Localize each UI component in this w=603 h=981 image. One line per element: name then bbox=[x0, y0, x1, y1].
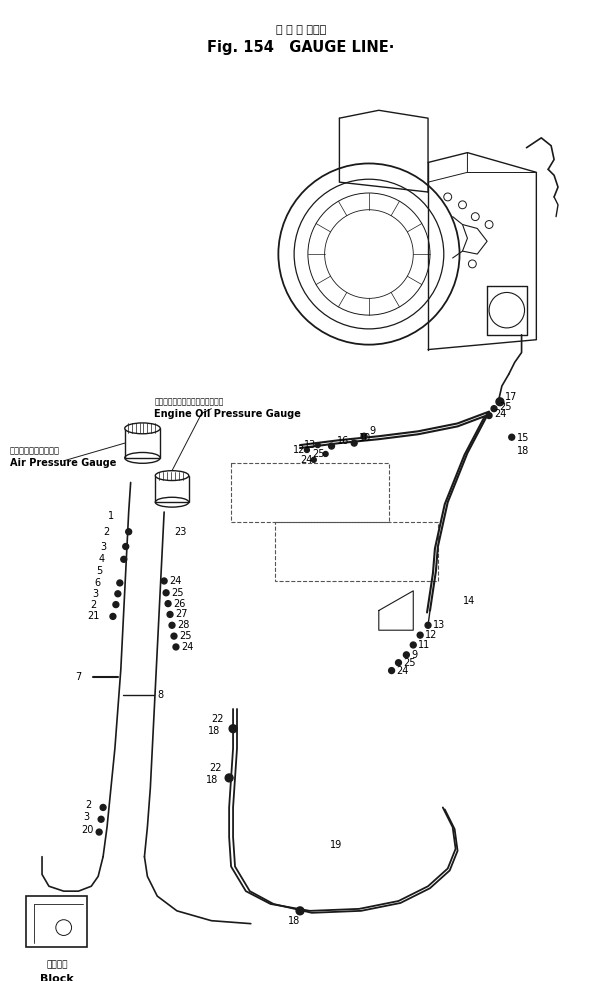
Text: 11: 11 bbox=[418, 640, 431, 650]
Text: 24: 24 bbox=[181, 642, 193, 652]
Text: 20: 20 bbox=[81, 825, 94, 835]
Circle shape bbox=[496, 398, 504, 406]
Circle shape bbox=[110, 613, 116, 619]
Text: 24: 24 bbox=[397, 665, 409, 676]
Circle shape bbox=[311, 457, 316, 462]
Text: 8: 8 bbox=[157, 691, 163, 700]
Text: 9: 9 bbox=[411, 649, 417, 660]
Text: 3: 3 bbox=[83, 812, 89, 822]
Circle shape bbox=[329, 443, 335, 449]
Text: 22: 22 bbox=[209, 763, 222, 773]
Text: 7: 7 bbox=[75, 672, 82, 683]
Text: 13: 13 bbox=[304, 440, 316, 450]
Circle shape bbox=[315, 442, 320, 447]
Text: 18: 18 bbox=[206, 775, 218, 785]
Circle shape bbox=[163, 590, 169, 595]
Bar bbox=[125, 429, 160, 458]
Text: 3: 3 bbox=[92, 589, 98, 598]
Text: 18: 18 bbox=[207, 726, 219, 736]
Text: 12: 12 bbox=[425, 630, 437, 641]
Circle shape bbox=[323, 451, 328, 456]
Text: 12: 12 bbox=[293, 445, 306, 455]
Ellipse shape bbox=[125, 423, 160, 434]
Circle shape bbox=[403, 651, 409, 658]
Text: 4: 4 bbox=[98, 554, 104, 564]
Text: Air Pressure Gauge: Air Pressure Gauge bbox=[10, 458, 116, 468]
Text: 10: 10 bbox=[359, 434, 371, 443]
Text: 2: 2 bbox=[90, 599, 96, 609]
Text: 16: 16 bbox=[336, 437, 349, 446]
Ellipse shape bbox=[155, 471, 189, 481]
Text: 22: 22 bbox=[212, 714, 224, 724]
Bar bbox=[27, 896, 87, 948]
Circle shape bbox=[229, 725, 237, 733]
Text: ブロック: ブロック bbox=[46, 960, 68, 969]
Text: 17: 17 bbox=[505, 391, 517, 402]
Text: 2: 2 bbox=[86, 800, 92, 810]
Text: Fig. 154   GAUGE LINE·: Fig. 154 GAUGE LINE· bbox=[207, 40, 395, 55]
Text: 25: 25 bbox=[499, 401, 511, 412]
Circle shape bbox=[100, 804, 106, 810]
Text: 25: 25 bbox=[179, 631, 191, 642]
Circle shape bbox=[410, 642, 416, 647]
Text: 25: 25 bbox=[403, 657, 416, 668]
Text: 3: 3 bbox=[100, 542, 106, 551]
Text: 5: 5 bbox=[96, 566, 103, 576]
Circle shape bbox=[171, 633, 177, 639]
Text: Engine Oil Pressure Gauge: Engine Oil Pressure Gauge bbox=[154, 408, 301, 419]
Circle shape bbox=[98, 816, 104, 822]
Text: 15: 15 bbox=[517, 434, 529, 443]
Bar bbox=[155, 476, 189, 502]
Circle shape bbox=[167, 611, 173, 617]
Circle shape bbox=[173, 644, 179, 649]
Text: 27: 27 bbox=[175, 609, 188, 619]
Circle shape bbox=[117, 580, 123, 586]
Text: 24: 24 bbox=[494, 408, 507, 419]
Text: 14: 14 bbox=[463, 595, 475, 605]
Text: 19: 19 bbox=[330, 840, 342, 850]
Text: 21: 21 bbox=[87, 611, 99, 621]
Circle shape bbox=[113, 601, 119, 607]
Text: Block: Block bbox=[40, 974, 74, 981]
Text: 26: 26 bbox=[173, 598, 185, 608]
Text: 6: 6 bbox=[94, 578, 100, 588]
Circle shape bbox=[121, 556, 127, 562]
Circle shape bbox=[165, 600, 171, 606]
Text: 24: 24 bbox=[300, 455, 312, 465]
Text: 25: 25 bbox=[171, 588, 183, 597]
Circle shape bbox=[389, 668, 394, 674]
Circle shape bbox=[115, 591, 121, 596]
Text: 1: 1 bbox=[108, 511, 114, 521]
Text: エンジンオイルプレッシャゲージ: エンジンオイルプレッシャゲージ bbox=[154, 397, 224, 406]
Text: ゲ ー ジ ライン: ゲ ー ジ ライン bbox=[276, 25, 326, 34]
Circle shape bbox=[161, 578, 167, 584]
Circle shape bbox=[296, 906, 304, 915]
Circle shape bbox=[123, 543, 128, 549]
Text: 28: 28 bbox=[177, 620, 189, 630]
Circle shape bbox=[509, 435, 515, 440]
Circle shape bbox=[361, 434, 367, 439]
Text: エアプレッシャゲージ: エアプレッシャゲージ bbox=[10, 446, 60, 455]
Text: 13: 13 bbox=[433, 620, 445, 630]
Text: 25: 25 bbox=[312, 449, 324, 459]
Circle shape bbox=[169, 622, 175, 628]
Text: 9: 9 bbox=[369, 427, 375, 437]
Text: 2: 2 bbox=[103, 527, 109, 537]
Circle shape bbox=[126, 529, 131, 535]
Text: 18: 18 bbox=[517, 446, 529, 456]
Text: 24: 24 bbox=[169, 576, 182, 586]
Circle shape bbox=[351, 440, 357, 446]
Circle shape bbox=[417, 632, 423, 638]
Circle shape bbox=[225, 774, 233, 782]
Text: 18: 18 bbox=[288, 915, 300, 926]
Circle shape bbox=[305, 447, 309, 452]
Circle shape bbox=[396, 660, 402, 666]
Text: 23: 23 bbox=[174, 527, 186, 537]
Circle shape bbox=[491, 406, 497, 412]
Circle shape bbox=[486, 413, 492, 419]
Circle shape bbox=[425, 622, 431, 628]
Circle shape bbox=[96, 829, 102, 835]
